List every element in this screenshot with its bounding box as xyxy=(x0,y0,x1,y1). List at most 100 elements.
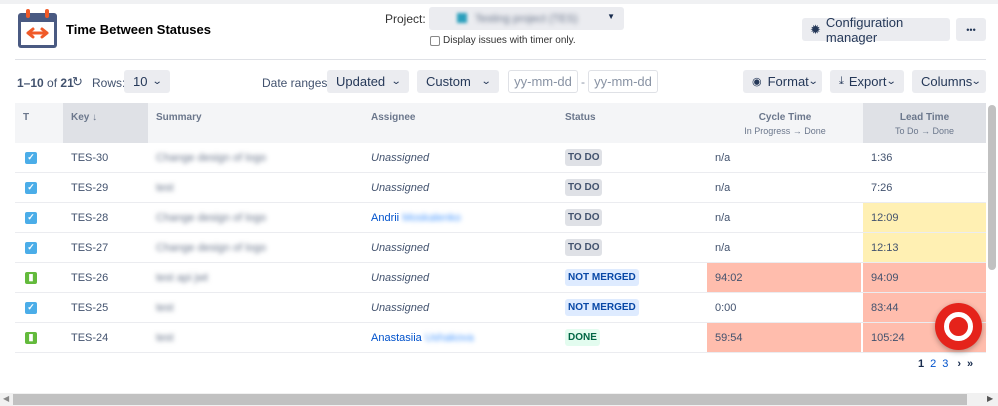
status-cell: TO DO xyxy=(557,203,707,232)
lead-time-cell: 12:13 xyxy=(863,233,986,262)
summary-cell[interactable]: test xyxy=(156,301,174,314)
cycle-time-cell: n/a xyxy=(715,241,731,254)
project-avatar-icon xyxy=(457,13,467,23)
date-ranges-label: Date ranges: xyxy=(262,76,331,90)
date-to-input[interactable]: yy-mm-dd xyxy=(588,70,658,93)
gear-icon: ✹ xyxy=(810,21,821,37)
type-cell: ✓ xyxy=(17,293,65,322)
table-row[interactable]: ✓ TES-25 test Unassigned NOT MERGED 0:00… xyxy=(15,293,986,323)
chevron-down-icon: ⌄ xyxy=(151,76,163,87)
assignee-unassigned: Unassigned xyxy=(371,271,430,284)
date-from-input[interactable]: yy-mm-dd xyxy=(508,70,578,93)
configuration-manager-button[interactable]: ✹ Configuration manager xyxy=(802,15,950,45)
status-badge: DONE xyxy=(565,329,600,346)
last-page-button[interactable]: » xyxy=(967,358,974,370)
timer-checkbox[interactable] xyxy=(430,36,440,46)
assignee-unassigned: Unassigned xyxy=(371,301,430,314)
key-cell[interactable]: TES-25 xyxy=(71,301,109,314)
scroll-right-icon[interactable]: ▶ xyxy=(987,394,994,403)
assignee-link[interactable]: Anastasiia Ushakova xyxy=(371,332,474,344)
key-cell[interactable]: TES-30 xyxy=(71,151,109,164)
summary-cell[interactable]: Change design of logo xyxy=(156,211,267,224)
summary-cell[interactable]: test xyxy=(156,331,174,344)
summary-cell[interactable]: Change design of logo xyxy=(156,151,267,164)
status-cell: NOT MERGED xyxy=(557,293,707,322)
scroll-left-icon[interactable]: ◀ xyxy=(3,394,10,403)
of-label: of xyxy=(47,76,58,90)
summary-cell[interactable]: Change design of logo xyxy=(156,241,267,254)
project-label: Project: xyxy=(385,12,426,26)
refresh-icon[interactable]: ↻ xyxy=(72,74,83,89)
header-type[interactable]: T xyxy=(15,103,63,143)
assignee-unassigned: Unassigned xyxy=(371,151,430,164)
caret-down-icon: ▼ xyxy=(607,12,615,21)
chat-icon xyxy=(944,312,973,341)
key-cell[interactable]: TES-26 xyxy=(71,271,109,284)
format-label: Format xyxy=(767,74,809,89)
assignee-cell: Unassigned xyxy=(363,263,557,292)
cycle-time-cell: n/a xyxy=(715,151,731,164)
table-row[interactable]: ✓ TES-27 Change design of logo Unassigne… xyxy=(15,233,986,263)
chevron-down-icon: ⌄ xyxy=(480,76,492,87)
rows-label: Rows: xyxy=(92,76,126,90)
rows-value: 10 xyxy=(133,74,148,89)
chat-widget-button[interactable] xyxy=(935,303,982,350)
export-button[interactable]: ⤓ Export ⌄ xyxy=(830,70,904,93)
table-row[interactable]: ✓ TES-28 Change design of logo Andrii Mo… xyxy=(15,203,986,233)
vertical-scrollbar[interactable] xyxy=(988,105,996,270)
assignee-link[interactable]: Andrii Moskalenko xyxy=(371,212,461,224)
date-field-select[interactable]: Updated ⌄ xyxy=(327,70,409,93)
project-name: Testing project (TES) xyxy=(475,12,578,25)
header-summary[interactable]: Summary xyxy=(148,103,363,143)
cycle-subtitle: In Progress → Done xyxy=(744,126,826,136)
more-button[interactable]: ••• xyxy=(956,18,986,41)
timer-checkbox-label: Display issues with timer only. xyxy=(443,35,576,46)
columns-button[interactable]: Columns ⌄ xyxy=(912,70,986,93)
format-button[interactable]: ◉ Format ⌄ xyxy=(743,70,822,93)
header-lead-time[interactable]: Lead Time To Do → Done xyxy=(863,103,986,143)
date-preset-select[interactable]: Custom ⌄ xyxy=(417,70,499,93)
summary-cell[interactable]: test xyxy=(156,181,174,194)
key-cell[interactable]: TES-28 xyxy=(71,211,109,224)
table-row[interactable]: ✓ TES-30 Change design of logo Unassigne… xyxy=(15,143,986,173)
eye-icon: ◉ xyxy=(752,76,762,88)
type-cell: ▮ xyxy=(17,263,65,292)
top-border xyxy=(0,0,998,4)
task-checkbox-icon: ✓ xyxy=(25,151,37,164)
table-row[interactable]: ▮ TES-26 test api jwt Unassigned NOT MER… xyxy=(15,263,986,293)
page-2[interactable]: 2 xyxy=(930,358,937,370)
type-cell: ✓ xyxy=(17,233,65,262)
assignee-cell: Unassigned xyxy=(363,293,557,322)
header-status[interactable]: Status xyxy=(557,103,707,143)
key-cell[interactable]: TES-29 xyxy=(71,181,109,194)
page-1[interactable]: 1 xyxy=(918,358,925,370)
key-cell[interactable]: TES-24 xyxy=(71,331,109,344)
export-label: Export xyxy=(848,74,887,89)
task-checkbox-icon: ✓ xyxy=(25,301,37,314)
lead-title: Lead Time xyxy=(899,112,950,123)
chevron-down-icon: ⌄ xyxy=(971,76,982,87)
lead-time-cell: 94:09 xyxy=(863,263,986,292)
header-assignee[interactable]: Assignee xyxy=(363,103,557,143)
key-cell[interactable]: TES-27 xyxy=(71,241,109,254)
header-cycle-time[interactable]: Cycle Time In Progress → Done xyxy=(707,103,863,143)
next-page-button[interactable]: › xyxy=(957,358,962,370)
story-bookmark-icon: ▮ xyxy=(25,271,37,284)
type-cell: ✓ xyxy=(17,203,65,232)
date-preset-value: Custom xyxy=(426,74,471,89)
rows-select[interactable]: 10 ⌄ xyxy=(124,70,170,93)
date-separator: - xyxy=(581,75,585,89)
table-row[interactable]: ✓ TES-29 test Unassigned TO DO n/a 7:26 xyxy=(15,173,986,203)
header-key[interactable]: Key ↓ xyxy=(63,103,148,143)
configuration-manager-label: Configuration manager xyxy=(825,14,904,45)
page-3[interactable]: 3 xyxy=(942,358,949,370)
table-row[interactable]: ▮ TES-24 test Anastasiia Ushakova DONE 5… xyxy=(15,323,986,353)
status-cell: NOT MERGED xyxy=(557,263,707,292)
horizontal-scrollbar-thumb[interactable] xyxy=(13,394,967,405)
page-title: Time Between Statuses xyxy=(66,22,211,37)
assignee-last: Ushakova xyxy=(424,331,474,344)
summary-cell[interactable]: test api jwt xyxy=(156,271,208,284)
project-select[interactable]: Testing project (TES) ▼ xyxy=(429,7,624,30)
horizontal-scrollbar-track[interactable]: ◀ ▶ xyxy=(0,393,998,406)
columns-label: Columns xyxy=(921,74,973,89)
